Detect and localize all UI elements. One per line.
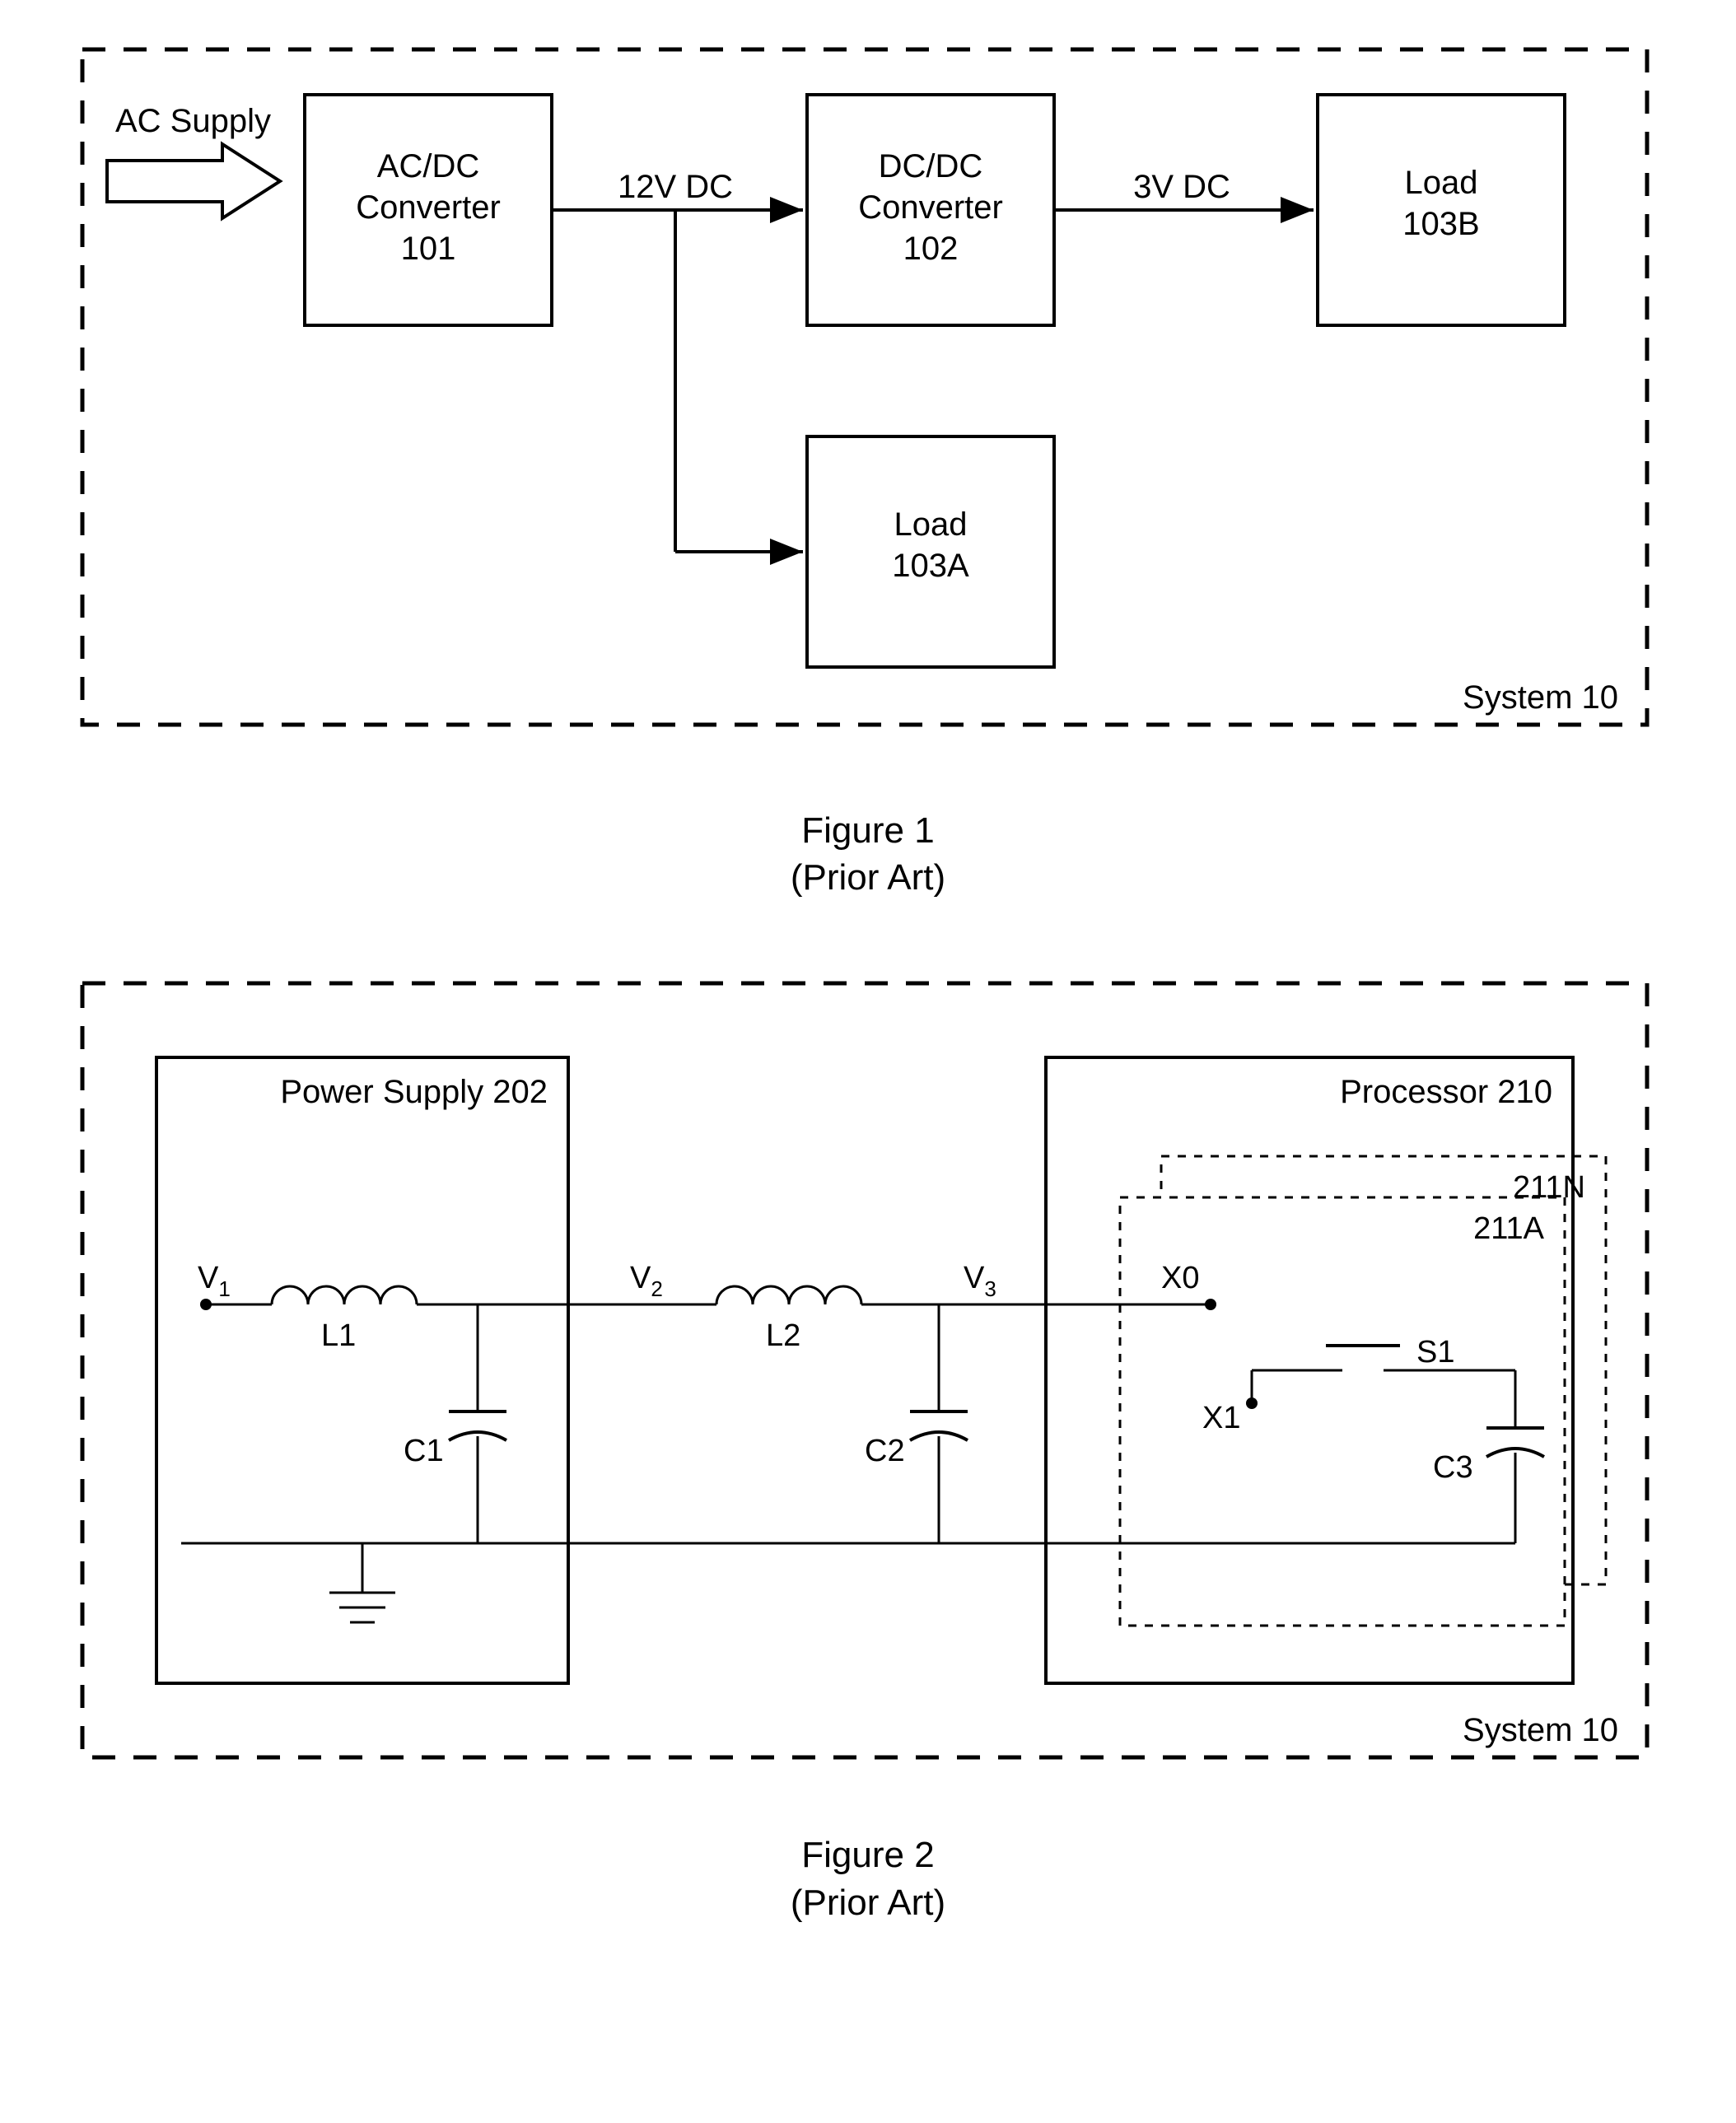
figure-2-caption: Figure 2 (Prior Art) <box>33 1831 1703 1925</box>
figure-1: System 10 AC Supply AC/DC Converter 101 … <box>33 33 1703 782</box>
load-a-line2: 103A <box>892 548 969 584</box>
label-x1: X1 <box>1202 1401 1240 1435</box>
processor-label: Processor 210 <box>1340 1074 1552 1110</box>
load-b-line1: Load <box>1405 165 1478 201</box>
dcdc-line3: 102 <box>903 231 959 267</box>
label-l2: L2 <box>766 1318 800 1353</box>
acdc-line3: 101 <box>401 231 456 267</box>
label-s1: S1 <box>1416 1335 1454 1369</box>
power-supply-label: Power Supply 202 <box>280 1074 548 1110</box>
acdc-line2: Converter <box>356 189 501 226</box>
ac-supply-arrow <box>107 144 280 218</box>
ac-supply-label: AC Supply <box>115 103 271 139</box>
inductor-l2 <box>716 1286 861 1304</box>
label-c1: C1 <box>404 1434 444 1468</box>
cell-211a-label: 211A <box>1473 1211 1545 1246</box>
dcdc-line2: Converter <box>858 189 1003 226</box>
system-label-2: System 10 <box>1463 1712 1618 1748</box>
load-a-line1: Load <box>894 506 968 543</box>
figure-2: System 10 Power Supply 202 Processor 210… <box>33 967 1703 1807</box>
label-x0: X0 <box>1161 1261 1199 1295</box>
label-c3: C3 <box>1433 1450 1473 1485</box>
fig1-caption-line1: Figure 1 <box>801 810 934 851</box>
label-v1: V1 <box>198 1261 231 1301</box>
label-c2: C2 <box>865 1434 905 1468</box>
dcdc-line1: DC/DC <box>879 148 983 184</box>
system-label: System 10 <box>1463 679 1618 716</box>
signal-3v: 3V DC <box>1133 169 1230 205</box>
load-b-line2: 103B <box>1402 206 1479 242</box>
fig1-caption-line2: (Prior Art) <box>791 857 945 898</box>
signal-12v: 12V DC <box>618 169 733 205</box>
inductor-l1 <box>272 1286 417 1304</box>
figure-1-caption: Figure 1 (Prior Art) <box>33 807 1703 901</box>
label-l1: L1 <box>321 1318 356 1353</box>
fig2-caption-line2: (Prior Art) <box>791 1883 945 1923</box>
fig2-caption-line1: Figure 2 <box>801 1835 934 1875</box>
acdc-line1: AC/DC <box>377 148 479 184</box>
label-v2: V2 <box>630 1261 663 1301</box>
label-v3: V3 <box>964 1261 996 1301</box>
